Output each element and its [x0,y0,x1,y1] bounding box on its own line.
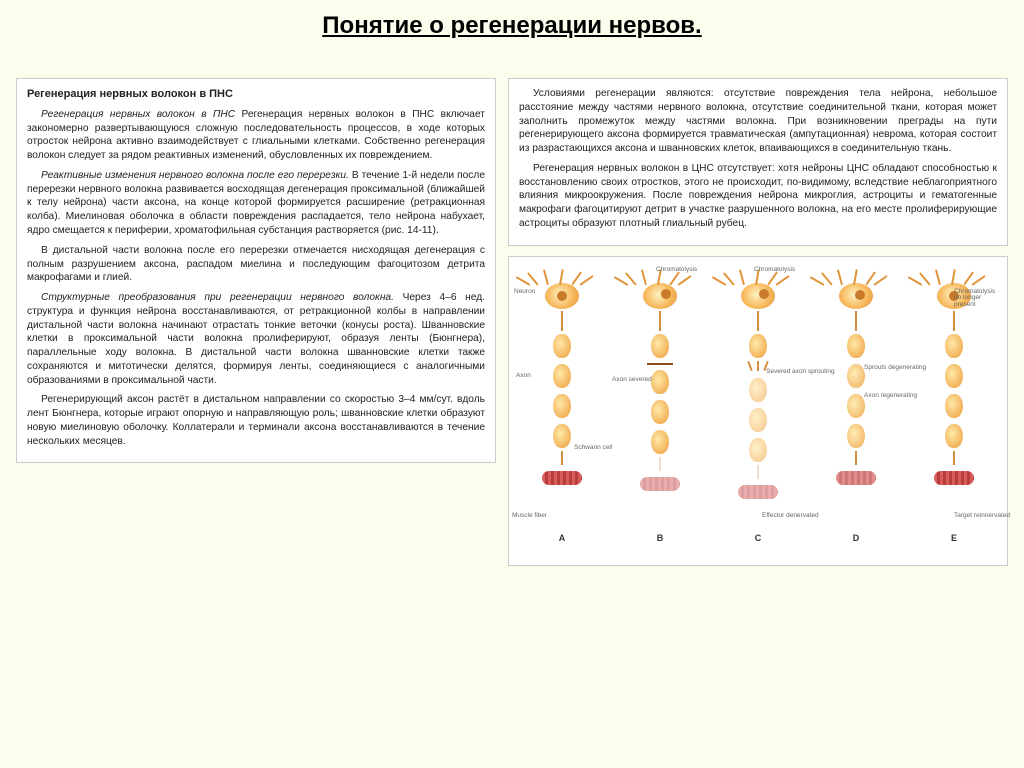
nucleus [557,291,567,301]
left-p5: Регенерирующий аксон растёт в дистальном… [27,393,485,448]
left-p4-body: Через 4–6 нед. структура и функция нейро… [27,292,485,386]
left-column: Регенерация нервных волокон в ПНС Регене… [16,48,496,566]
axon [542,311,582,485]
label-chromatolysis: Chromatolysis [656,267,697,274]
schwann-cell [553,394,571,418]
neuron-soma [741,283,775,309]
left-p1: Регенерация нервных волокон в ПНС Регене… [27,108,485,163]
label-axon: Axon [516,373,531,380]
content-row: Регенерация нервных волокон в ПНС Регене… [0,48,1024,566]
left-p4: Структурные преобразования при регенерац… [27,291,485,387]
left-textblock: Регенерация нервных волокон в ПНС Регене… [16,78,496,463]
left-p4-head: Структурные преобразования при регенерац… [41,292,394,303]
label-neuron: Neuron [514,289,535,296]
label-chromatolysis: Chromatolysis [754,267,795,274]
nerve-regeneration-diagram: Neuron Axon Schwann cell Muscle fiber A [508,256,1008,566]
col-letter-d: D [853,533,860,543]
diagram-col-a: Neuron Axon Schwann cell Muscle fiber A [518,265,606,545]
label-schwann: Schwann cell [574,445,612,452]
col-letter-a: A [559,533,566,543]
left-p1-lead: Регенерация нервных волокон в ПНС [41,109,235,120]
muscle-fiber [542,471,582,485]
schwann-cell [553,334,571,358]
col-letter-c: C [755,533,762,543]
label-no-chromatolysis: Chromatolysis no longer present [954,289,998,309]
neuron-soma [643,283,677,309]
axon-cut [647,363,673,365]
neuron-soma [545,283,579,309]
dendrites [533,269,591,293]
label-reinnervated: Target reinnervated [954,513,1010,520]
left-p3: В дистальной части волокна после его пер… [27,244,485,285]
schwann-cell [553,364,571,388]
diagram-col-e: Chromatolysis no longer present Target r… [910,265,998,545]
slide-title: Понятие о регенерации нервов. [0,0,1024,48]
left-p2-head: Реактивные изменения нервного волокна по… [41,170,349,181]
right-p2: Регенерация нервных волокон в ЦНС отсутс… [519,162,997,231]
nucleus-peripheral [661,289,671,299]
right-textblock: Условиями регенерации являются: отсутств… [508,78,1008,246]
label-denervated: Effector denervated [762,513,819,520]
col-letter-e: E [951,533,957,543]
diagram-col-c: Chromatolysis Severed axon sprouting Eff… [714,265,802,545]
label-muscle: Muscle fiber [512,513,547,520]
left-heading: Регенерация нервных волокон в ПНС [27,87,485,102]
left-p2: Реактивные изменения нервного волокна по… [27,169,485,238]
diagram-col-b: Chromatolysis Axon severed B [616,265,704,545]
col-letter-b: B [657,533,664,543]
right-column: Условиями регенерации являются: отсутств… [508,48,1008,566]
schwann-cell [553,424,571,448]
neuron-soma [839,283,873,309]
label-axon-severed: Axon severed [612,377,652,384]
diagram-col-d: Sprouts degenerating Axon regenerating D [812,265,900,545]
right-p1: Условиями регенерации являются: отсутств… [519,87,997,156]
